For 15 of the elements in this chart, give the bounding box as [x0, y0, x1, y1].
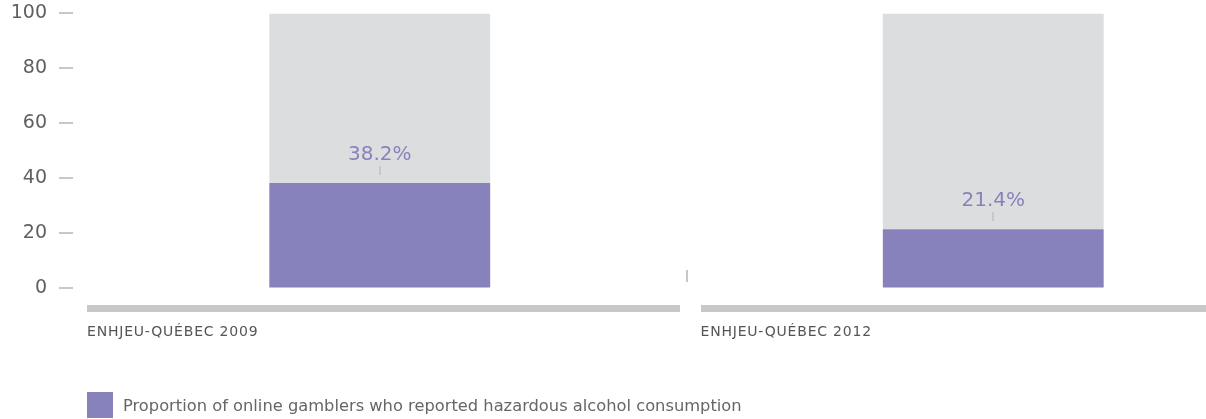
legend-label: Proportion of online gamblers who reported hazardous alcohol consumption: [123, 395, 742, 415]
y-tick-label: 60: [22, 110, 47, 133]
bar: [269, 13, 491, 184]
bar: [882, 229, 1104, 288]
x-tick-label: ENHJEU-QUÉBEC 2009: [87, 322, 259, 339]
x-tick-label: ENHJEU-QUÉBEC 2012: [700, 322, 872, 339]
y-tick-label: 100: [10, 0, 47, 23]
bar: [269, 183, 491, 288]
y-tick-label: 80: [22, 55, 47, 78]
y-tick-label: 0: [34, 274, 47, 297]
y-tick-label: 20: [22, 220, 47, 243]
data-label: 38.2%: [347, 141, 412, 166]
data-label: 21.4%: [961, 187, 1026, 212]
y-tick-label: 40: [22, 165, 47, 188]
bar: [882, 13, 1104, 230]
